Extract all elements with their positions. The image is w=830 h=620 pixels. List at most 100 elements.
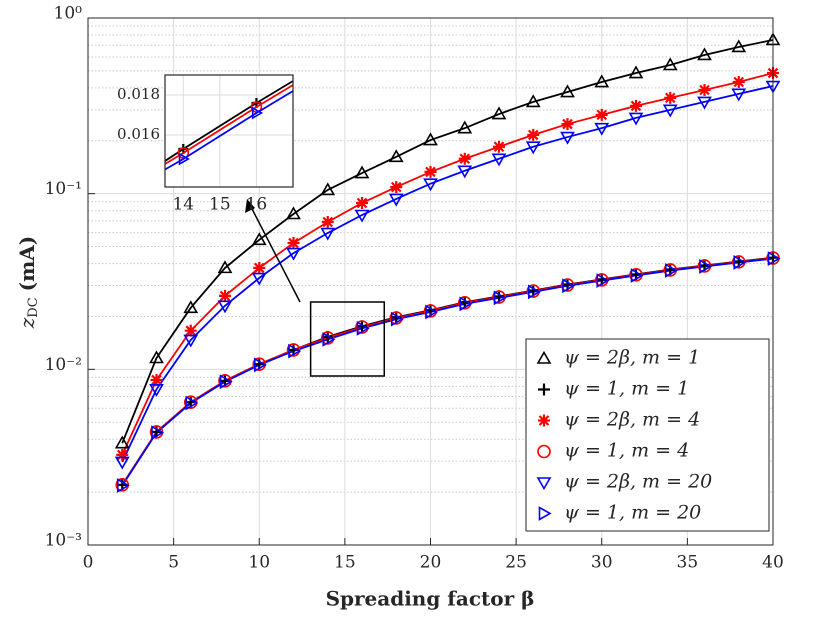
marker	[219, 374, 233, 390]
marker	[354, 209, 370, 223]
marker	[114, 435, 130, 449]
y-tick-label: 10⁻²	[45, 355, 82, 375]
inset-x-tick-label: 14	[172, 195, 194, 215]
marker	[525, 94, 541, 108]
marker	[286, 247, 301, 261]
legend-marker	[538, 506, 552, 521]
inset-frame	[164, 74, 294, 188]
marker	[183, 300, 199, 314]
legend-marker	[536, 350, 552, 364]
y-label-subscript: DC	[26, 297, 41, 317]
marker	[114, 456, 130, 470]
y-tick-label: 10⁰	[54, 4, 83, 24]
marker	[630, 268, 644, 283]
marker	[219, 289, 231, 302]
marker	[561, 118, 574, 131]
marker	[767, 251, 781, 266]
marker	[287, 236, 300, 249]
marker	[320, 182, 336, 196]
marker	[356, 196, 368, 209]
marker	[388, 149, 404, 163]
plot-frame	[87, 17, 774, 546]
marker	[491, 153, 507, 167]
marker	[662, 57, 678, 71]
y-axis-label: zDC (mA)	[15, 236, 41, 330]
marker	[354, 165, 370, 179]
series-line	[121, 72, 774, 456]
marker	[662, 104, 678, 118]
legend-label: ψ = 1, m = 4	[564, 440, 689, 462]
marker	[116, 478, 130, 493]
marker	[390, 311, 404, 327]
marker	[733, 255, 747, 270]
marker	[664, 91, 677, 104]
marker	[560, 84, 575, 98]
marker	[178, 152, 190, 166]
marker	[459, 296, 473, 312]
marker	[388, 193, 404, 207]
x-tick-label: 25	[505, 553, 527, 573]
x-tick-label: 30	[591, 553, 613, 573]
marker	[217, 260, 233, 274]
x-tick-label: 40	[762, 553, 784, 573]
legend-box	[525, 338, 770, 532]
marker	[390, 181, 403, 194]
marker	[457, 165, 473, 179]
inset-y-tick-label: 0.018	[117, 85, 160, 103]
marker	[251, 232, 267, 246]
marker	[697, 47, 712, 61]
marker	[458, 152, 471, 165]
marker	[251, 272, 267, 286]
y-tick-label: 10⁻³	[45, 531, 82, 551]
marker	[493, 290, 507, 306]
marker	[177, 147, 190, 159]
zoom-arrow	[249, 204, 301, 303]
marker	[322, 332, 336, 347]
legend-marker	[537, 444, 551, 459]
marker	[183, 334, 199, 348]
marker	[116, 448, 129, 461]
x-tick-label: 10	[248, 553, 270, 573]
inset-plot	[165, 75, 293, 187]
legend-label: ψ = 2β, m = 20	[564, 471, 712, 493]
marker	[527, 284, 541, 300]
marker	[184, 324, 197, 337]
legend-marker	[536, 477, 552, 491]
y-tick-label: 10⁻¹	[45, 179, 82, 199]
legend-label: ψ = 1, m = 1	[564, 378, 689, 400]
marker	[595, 108, 608, 121]
marker	[699, 259, 713, 274]
marker	[457, 120, 473, 134]
legend-marker	[538, 383, 550, 396]
zoom-arrow-head	[245, 199, 255, 213]
legend-label: ψ = 1, m = 20	[564, 502, 701, 524]
marker	[253, 261, 266, 274]
marker	[251, 106, 264, 120]
inset-x-tick-label: 16	[246, 195, 268, 215]
marker	[425, 304, 439, 320]
marker	[253, 357, 267, 373]
marker	[286, 206, 301, 220]
x-tick-label: 20	[420, 553, 442, 573]
marker	[424, 165, 437, 178]
legend-label: ψ = 2β, m = 4	[564, 409, 700, 431]
marker	[697, 96, 712, 110]
legend-label: ψ = 2β, m = 1	[564, 347, 700, 369]
marker	[250, 101, 263, 113]
marker	[525, 141, 541, 155]
x-tick-label: 35	[677, 553, 699, 573]
marker	[423, 178, 438, 192]
marker	[491, 106, 507, 120]
marker	[731, 88, 747, 102]
marker	[596, 273, 610, 288]
x-tick-label: 15	[334, 553, 356, 573]
marker	[628, 65, 644, 79]
x-tick-label: 0	[83, 553, 94, 573]
marker	[150, 373, 163, 386]
y-label-unit: (mA)	[15, 236, 39, 292]
inset-x-tick-label: 15	[209, 195, 231, 215]
marker	[217, 300, 233, 314]
marker	[630, 99, 642, 112]
marker	[664, 263, 678, 278]
